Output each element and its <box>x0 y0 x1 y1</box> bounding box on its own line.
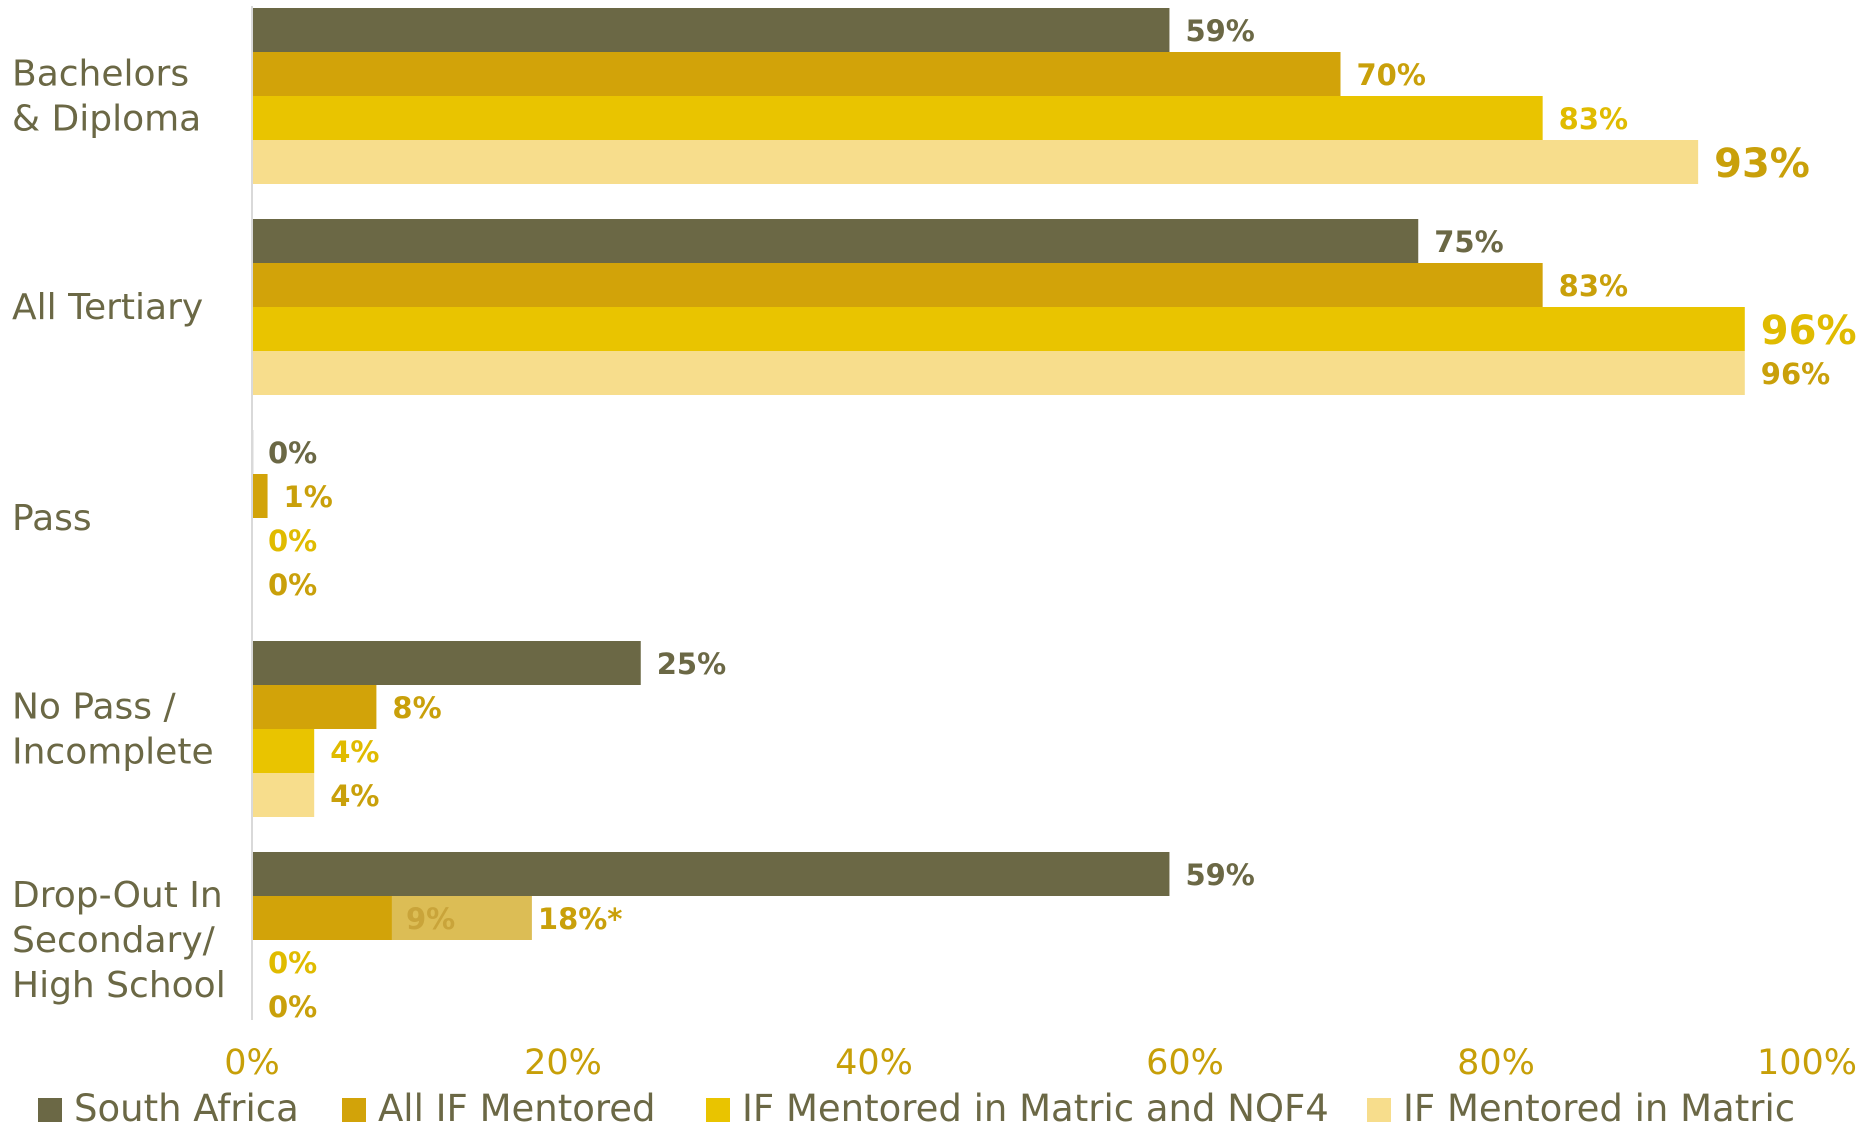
legend-swatch <box>38 1098 62 1122</box>
x-tick-label: 20% <box>524 1043 602 1083</box>
legend: South Africa All IF Mentored IF Mentored i… <box>38 1087 1795 1122</box>
bar <box>252 729 315 773</box>
value-label: 83% <box>1559 269 1628 303</box>
bar <box>252 263 1543 307</box>
bar <box>252 852 1170 896</box>
category-label: All Tertiary <box>12 287 203 328</box>
x-tick-label: 40% <box>835 1043 913 1083</box>
bar <box>252 307 1745 351</box>
value-label: 0% <box>268 436 317 470</box>
value-label: 0% <box>268 568 317 602</box>
value-label: 4% <box>330 735 379 769</box>
x-tick-label: 80% <box>1457 1043 1535 1083</box>
bar <box>252 896 392 940</box>
bar <box>252 351 1745 395</box>
value-label: 59% <box>1185 14 1254 48</box>
category-label: & Diploma <box>12 99 201 140</box>
legend-swatch <box>1367 1098 1391 1122</box>
value-label: 25% <box>657 647 726 681</box>
legend-label: All IF Mentored <box>378 1087 656 1122</box>
category-label: Bachelors <box>12 54 189 95</box>
value-label: 0% <box>268 946 317 980</box>
value-label: 96% <box>1761 357 1830 391</box>
value-label: 1% <box>284 480 333 514</box>
legend-swatch <box>706 1098 730 1122</box>
bar <box>252 52 1341 96</box>
bar-group <box>252 8 1745 940</box>
category-label: Incomplete <box>12 732 214 773</box>
value-label: 70% <box>1357 58 1426 92</box>
bar <box>252 8 1170 52</box>
legend-swatch <box>342 1098 366 1122</box>
bar <box>252 219 1419 263</box>
value-label: 59% <box>1185 858 1254 892</box>
annotation-label: 18%* <box>538 902 623 936</box>
bar <box>252 641 641 685</box>
bar <box>252 773 315 817</box>
category-label: No Pass / <box>12 687 177 728</box>
value-label: 75% <box>1434 225 1503 259</box>
category-label: High School <box>12 965 226 1006</box>
value-label: 8% <box>392 691 441 725</box>
value-label: 4% <box>330 779 379 813</box>
bar <box>252 474 268 518</box>
category-label-group: Bachelors& Diploma All Tertiary Pass No Pas… <box>12 54 226 1007</box>
x-tick-label: 100% <box>1757 1043 1857 1083</box>
category-label: Secondary/ <box>12 920 216 961</box>
annotation-bar <box>391 896 532 940</box>
bar <box>252 685 377 729</box>
annotation-inner-label: 9% <box>406 902 455 936</box>
legend-label: South Africa <box>74 1087 299 1122</box>
category-label: Pass <box>12 498 92 539</box>
bar <box>252 140 1699 184</box>
legend-label: IF Mentored in Matric and NQF4 <box>742 1087 1329 1122</box>
bar <box>252 96 1543 140</box>
value-label: 0% <box>268 524 317 558</box>
x-axis: 0% 20% 40% 60% 80% 100% <box>224 6 1857 1083</box>
x-tick-label: 60% <box>1146 1043 1224 1083</box>
legend-label: IF Mentored in Matric <box>1403 1087 1795 1122</box>
value-label-group: 59% 70% 83% 93% 75% 83% 96%96% 0% 1% 0% 0% 25% 8% 4% 4… <box>268 14 1857 1024</box>
value-label: 0% <box>268 990 317 1024</box>
x-tick-label: 0% <box>224 1043 280 1083</box>
value-label: 93% <box>1714 141 1810 187</box>
value-label: 96% <box>1761 308 1857 354</box>
category-label: Drop-Out In <box>12 875 223 916</box>
value-label: 83% <box>1559 102 1628 136</box>
